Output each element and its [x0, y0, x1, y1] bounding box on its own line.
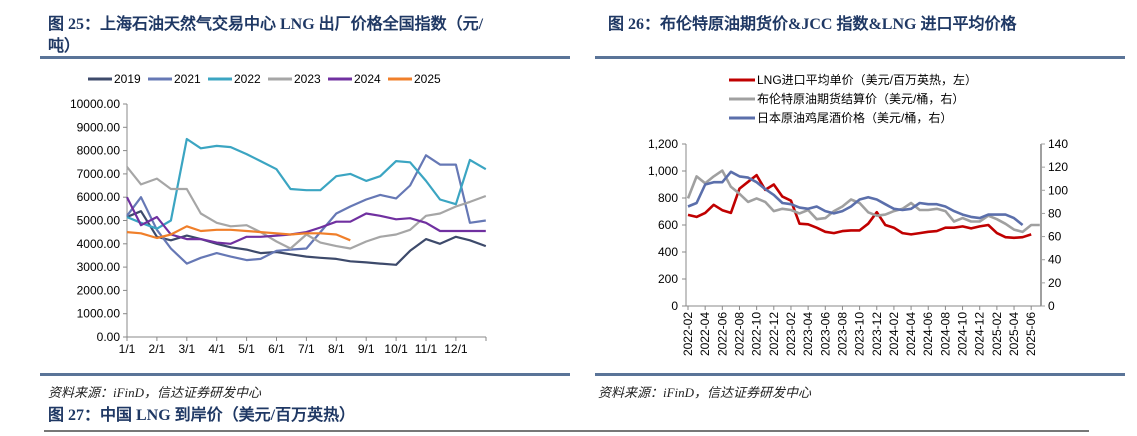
y-tick-label: 9000.00 [77, 120, 121, 134]
left-y-tick-label: 0 [671, 299, 678, 313]
fig25-title-line1: 图 25：上海石油天然气交易中心 LNG 出厂价格全国指数（元/ [48, 16, 484, 33]
x-tick-label: 2023-02 [784, 312, 798, 356]
right-y-tick-label: 20 [1048, 276, 1062, 290]
left-y-tick-label: 800 [658, 191, 678, 205]
y-tick-label: 1000.00 [77, 307, 121, 321]
legend-label-1: 布伦特原油期货结算价（美元/桶，右） [757, 91, 964, 106]
x-tick-label: 2023-08 [835, 312, 849, 356]
x-tick-label: 1/1 [119, 342, 136, 356]
x-tick-label: 4/1 [208, 342, 225, 356]
x-tick-label: 2/1 [149, 342, 166, 356]
x-tick-label: 2024-02 [887, 312, 901, 356]
x-tick-label: 2025-04 [1007, 312, 1021, 356]
fig25-top-rule [40, 56, 570, 59]
x-tick-label: 2025-06 [1024, 312, 1038, 356]
fig26-source: 资料来源：iFinD，信达证券研发中心 [598, 385, 812, 400]
x-tick-label: 2022-08 [732, 312, 746, 356]
series-line-2 [687, 170, 1024, 227]
series-line-2025 [126, 225, 351, 242]
x-tick-label: 2023-06 [818, 312, 832, 356]
right-y-tick-label: 120 [1048, 160, 1068, 174]
left-y-tick-label: 600 [658, 218, 678, 232]
fig26-bottom-rule [595, 373, 1125, 376]
x-tick-label: 7/1 [298, 342, 315, 356]
fig27-title: 图 27：中国 LNG 到岸价（美元/百万英热） [48, 407, 356, 424]
y-tick-label: 7000.00 [77, 167, 121, 181]
right-y-tick-label: 40 [1048, 253, 1062, 267]
x-tick-label: 2023-10 [853, 312, 867, 356]
fig25-source: 资料来源：iFinD，信达证券研发中心 [48, 385, 262, 400]
x-tick-label: 2024-12 [973, 312, 987, 356]
right-y-tick-label: 100 [1048, 183, 1068, 197]
x-tick-label: 2025-02 [990, 312, 1004, 356]
x-tick-label: 9/1 [358, 342, 375, 356]
legend-label-2019: 2019 [114, 72, 141, 86]
x-tick-label: 2022-10 [750, 312, 764, 356]
series-line-2021 [126, 154, 486, 265]
x-tick-label: 2022-04 [698, 312, 712, 356]
series-line-2023 [126, 166, 487, 250]
x-tick-label: 10/1 [384, 342, 408, 356]
x-tick-label: 2024-10 [956, 312, 970, 356]
x-tick-label: 12/1 [444, 342, 468, 356]
series-line-0 [687, 173, 1032, 240]
legend-label-0: LNG进口平均单价（美元/百万英热，左） [757, 72, 977, 87]
y-tick-label: 10000.00 [70, 97, 120, 111]
x-tick-label: 3/1 [178, 342, 195, 356]
y-tick-label: 4000.00 [77, 237, 121, 251]
fig26-top-rule [595, 56, 1125, 59]
fig25-title: 图 25：上海石油天然气交易中心 LNG 出厂价格全国指数（元/ 吨） [48, 14, 568, 58]
right-y-tick-label: 140 [1048, 137, 1068, 151]
x-tick-label: 2024-06 [921, 312, 935, 356]
right-y-tick-label: 80 [1048, 206, 1062, 220]
right-y-tick-label: 60 [1048, 230, 1062, 244]
right-y-tick-label: 0 [1048, 299, 1055, 313]
x-tick-label: 5/1 [238, 342, 255, 356]
x-tick-label: 6/1 [268, 342, 285, 356]
x-tick-label: 2023-12 [870, 312, 884, 356]
y-tick-label: 5000.00 [77, 214, 121, 228]
x-tick-label: 2023-04 [801, 312, 815, 356]
series-line-1 [686, 169, 1040, 234]
fig25-title-line2: 吨） [48, 38, 81, 55]
x-tick-label: 2022-06 [715, 312, 729, 356]
x-tick-label: 8/1 [328, 342, 345, 356]
legend-label-2: 日本原油鸡尾酒价格（美元/桶，右） [757, 110, 952, 125]
fig26-title: 图 26：布伦特原油期货价&JCC 指数&LNG 进口平均价格 [608, 16, 1017, 33]
series-line-2019 [126, 210, 487, 266]
fig27-rule [44, 430, 1089, 432]
x-tick-label: 2024-04 [904, 312, 918, 356]
x-tick-label: 11/1 [415, 342, 438, 356]
legend-label-2021: 2021 [174, 72, 201, 86]
y-tick-label: 0.00 [97, 330, 121, 344]
x-tick-label: 2024-08 [938, 312, 952, 356]
left-y-tick-label: 1,200 [648, 137, 678, 151]
y-tick-label: 8000.00 [77, 144, 121, 158]
x-tick-label: 2022-12 [767, 312, 781, 356]
left-y-tick-label: 200 [658, 272, 678, 286]
legend-label-2024: 2024 [354, 72, 381, 86]
left-y-tick-label: 1,000 [648, 164, 678, 178]
x-tick-label: 2022-02 [681, 312, 695, 356]
y-tick-label: 2000.00 [77, 283, 121, 297]
legend-label-2025: 2025 [414, 72, 441, 86]
fig25-bottom-rule [40, 373, 570, 376]
y-tick-label: 3000.00 [77, 260, 121, 274]
series-line-2022 [126, 137, 487, 230]
series-line-2024 [126, 196, 486, 245]
legend-label-2023: 2023 [294, 72, 321, 86]
y-tick-label: 6000.00 [77, 190, 121, 204]
legend-label-2022: 2022 [234, 72, 261, 86]
left-y-tick-label: 400 [658, 245, 678, 259]
